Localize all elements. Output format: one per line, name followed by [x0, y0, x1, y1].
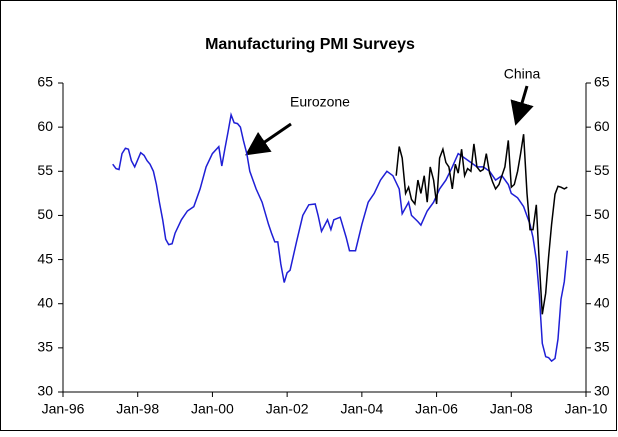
y-tick-label: 40: [37, 294, 53, 310]
y-tick-label: 55: [37, 162, 53, 178]
x-tick-label: Jan-96: [42, 401, 85, 417]
y2-tick-label: 40: [594, 294, 610, 310]
y2-tick-label: 35: [594, 339, 610, 355]
annotation: China: [504, 66, 541, 82]
x-tick-label: Jan-02: [266, 401, 309, 417]
chart-title: Manufacturing PMI Surveys: [205, 36, 415, 53]
y2-tick-label: 45: [594, 250, 610, 266]
x-tick-label: Jan-00: [191, 401, 234, 417]
y2-tick-label: 65: [594, 74, 610, 90]
y-tick-label: 30: [37, 383, 53, 399]
y2-tick-label: 50: [594, 206, 610, 222]
y-tick-label: 65: [37, 74, 53, 90]
x-tick-label: Jan-10: [565, 401, 608, 417]
x-tick-label: Jan-08: [490, 401, 533, 417]
line-series: [395, 134, 568, 315]
annotation: Eurozone: [290, 94, 350, 110]
y-tick-label: 45: [37, 250, 53, 266]
x-tick-label: Jan-06: [415, 401, 458, 417]
arrow: [510, 85, 534, 126]
y2-tick-label: 30: [594, 383, 610, 399]
y-tick-label: 50: [37, 206, 53, 222]
y-tick-label: 35: [37, 339, 53, 355]
y2-tick-label: 55: [594, 162, 610, 178]
x-tick-label: Jan-04: [340, 401, 383, 417]
x-tick-label: Jan-98: [116, 401, 159, 417]
y2-tick-label: 60: [594, 118, 610, 134]
arrow: [245, 122, 292, 156]
y-tick-label: 60: [37, 118, 53, 134]
